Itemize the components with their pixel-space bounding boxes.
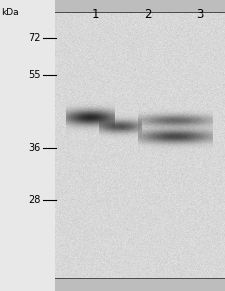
Text: 1: 1 [91,8,99,21]
Text: kDa: kDa [1,8,19,17]
Text: 28: 28 [29,195,41,205]
Text: 3: 3 [196,8,204,21]
Text: 72: 72 [29,33,41,43]
Text: 55: 55 [29,70,41,80]
Text: 36: 36 [29,143,41,153]
Text: 2: 2 [144,8,152,21]
